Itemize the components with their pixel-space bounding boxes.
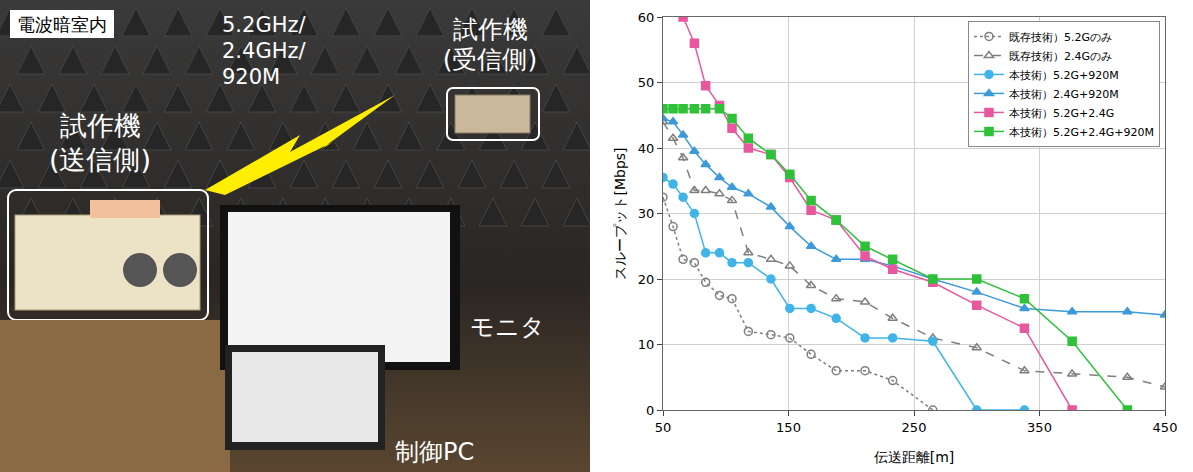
svg-text:5.2GHz/: 5.2GHz/	[222, 13, 306, 37]
svg-text:60: 60	[638, 10, 655, 25]
svg-text:20: 20	[638, 272, 655, 287]
svg-text:既存技術）5.2Gのみ: 既存技術）5.2Gのみ	[1009, 31, 1112, 44]
svg-text:30: 30	[638, 206, 655, 221]
svg-text:920M: 920M	[222, 65, 280, 89]
svg-text:50: 50	[655, 420, 672, 435]
svg-text:50: 50	[638, 75, 655, 90]
svg-text:250: 250	[902, 420, 927, 435]
svg-text:本技術）5.2G+2.4G: 本技術）5.2G+2.4G	[1009, 107, 1114, 120]
svg-text:(受信側): (受信側)	[443, 45, 538, 74]
svg-text:既存技術）2.4Gのみ: 既存技術）2.4Gのみ	[1009, 50, 1112, 63]
svg-text:2.4GHz/: 2.4GHz/	[222, 39, 306, 63]
svg-text:試作機: 試作機	[453, 15, 528, 44]
svg-text:本技術）5.2G+920M: 本技術）5.2G+920M	[1009, 69, 1119, 82]
svg-text:本技術）2.4G+920M: 本技術）2.4G+920M	[1009, 88, 1119, 101]
svg-text:試作機: 試作機	[60, 110, 141, 141]
svg-text:制御PC: 制御PC	[395, 438, 474, 466]
svg-text:150: 150	[776, 420, 801, 435]
svg-text:伝送距離[m]: 伝送距離[m]	[874, 449, 955, 465]
svg-text:スループット[Mbps]: スループット[Mbps]	[612, 147, 628, 279]
svg-text:モニタ: モニタ	[470, 313, 545, 341]
svg-text:40: 40	[638, 141, 655, 156]
svg-text:(送信側): (送信側)	[49, 144, 151, 175]
svg-text:電波暗室内: 電波暗室内	[17, 14, 107, 35]
svg-text:450: 450	[1153, 420, 1178, 435]
svg-text:350: 350	[1027, 420, 1052, 435]
svg-text:本技術）5.2G+2.4G+920M: 本技術）5.2G+2.4G+920M	[1009, 126, 1154, 139]
svg-text:0: 0	[646, 403, 654, 418]
svg-text:10: 10	[638, 337, 655, 352]
